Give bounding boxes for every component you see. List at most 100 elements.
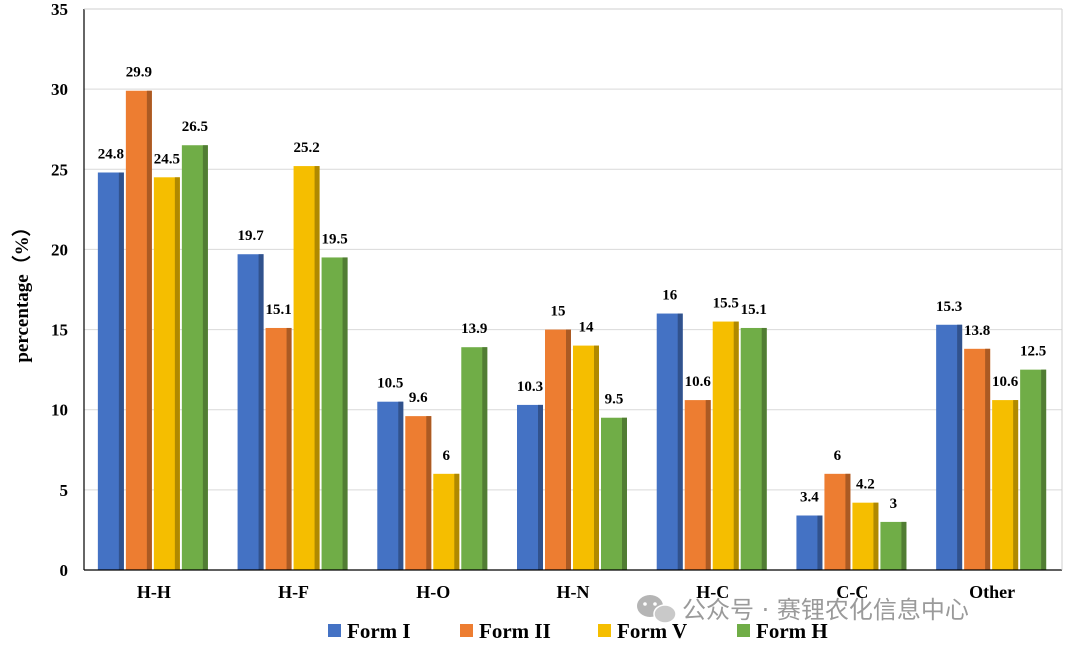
- bar: [684, 400, 711, 570]
- data-label: 4.2: [856, 477, 875, 493]
- data-label: 15.1: [741, 302, 767, 318]
- data-label: 6: [834, 448, 842, 464]
- legend-label: Form V: [617, 619, 687, 643]
- bar-edge: [426, 416, 432, 570]
- bar-edge: [1013, 400, 1019, 570]
- bar: [377, 401, 404, 570]
- bar-edge: [957, 324, 963, 570]
- bar: [740, 327, 767, 570]
- bar-edge: [761, 327, 767, 570]
- x-category-label: C-C: [836, 582, 868, 602]
- legend: Form I Form II Form V Form H: [328, 619, 828, 643]
- legend-item: Form V: [598, 619, 687, 643]
- x-category-label: H-O: [416, 582, 450, 602]
- legend-swatch: [598, 624, 611, 637]
- data-label: 13.8: [964, 323, 990, 339]
- legend-label: Form I: [347, 619, 411, 643]
- bar: [545, 329, 571, 570]
- bar-edge: [622, 417, 627, 570]
- bar: [852, 502, 879, 570]
- bar-edge: [985, 348, 991, 570]
- data-label: 10.5: [377, 376, 403, 392]
- y-tick-label: 10: [51, 401, 68, 420]
- bar-edge: [202, 145, 208, 570]
- bar: [517, 404, 543, 570]
- watermark: 公众号 · 赛锂农化信息中心: [637, 595, 969, 624]
- bar: [293, 166, 320, 570]
- bar: [237, 254, 264, 571]
- watermark-text: 公众号 · 赛锂农化信息中心: [682, 596, 969, 624]
- data-label: 9.5: [605, 392, 624, 408]
- bar: [656, 313, 683, 570]
- bar-edge: [174, 177, 180, 571]
- bar-edge: [1041, 369, 1047, 570]
- legend-label: Form II: [479, 619, 551, 643]
- x-category-label: H-C: [696, 582, 729, 602]
- data-label: 16: [662, 288, 678, 304]
- data-label: 24.8: [98, 146, 124, 162]
- bar-edge: [566, 329, 571, 570]
- data-label: 3: [890, 496, 898, 512]
- wechat-icon: [637, 595, 677, 624]
- x-category-label: H-N: [557, 582, 590, 602]
- bar-edge: [454, 473, 460, 570]
- data-label: 26.5: [182, 119, 208, 135]
- data-label: 15.5: [713, 296, 739, 312]
- bar-edge: [901, 521, 907, 570]
- data-label: 19.7: [237, 228, 264, 244]
- bar: [573, 345, 599, 570]
- legend-item: Form I: [328, 619, 411, 643]
- bar: [433, 473, 460, 570]
- legend-label: Form H: [756, 619, 828, 643]
- bar: [964, 348, 991, 570]
- bar: [601, 417, 627, 570]
- bar: [405, 416, 432, 570]
- data-label: 10.3: [517, 379, 543, 395]
- legend-swatch: [460, 624, 473, 637]
- bar: [712, 321, 739, 570]
- bar: [992, 400, 1019, 570]
- data-label: 15.3: [936, 299, 962, 315]
- y-tick-label: 20: [51, 240, 68, 259]
- bar-edge: [118, 172, 124, 570]
- y-tick-label: 25: [51, 160, 68, 179]
- y-tick-label: 5: [60, 481, 69, 500]
- bar-edge: [398, 401, 404, 570]
- data-label: 3.4: [800, 490, 819, 506]
- data-labels: 24.8 29.9 24.526.5 19.7 15.1 25.2 19.5 10.5 9.6 6…: [98, 65, 1047, 512]
- bar-edge: [733, 321, 739, 570]
- data-label: 6: [443, 448, 451, 464]
- data-label: 29.9: [126, 65, 152, 81]
- data-label: 13.9: [461, 321, 487, 337]
- legend-swatch: [328, 624, 341, 637]
- x-category-label: H-H: [137, 582, 171, 602]
- bar-edge: [146, 90, 152, 570]
- y-tick-label: 35: [51, 0, 68, 19]
- data-label: 12.5: [1020, 344, 1046, 360]
- data-label: 15.1: [265, 302, 291, 318]
- bar: [181, 145, 208, 570]
- bar-edge: [258, 254, 264, 571]
- bar-edge: [677, 313, 683, 570]
- bar-edge: [314, 166, 320, 570]
- bar-edge: [594, 345, 599, 570]
- bar: [97, 172, 124, 570]
- bar-edge: [482, 347, 488, 570]
- data-label: 10.6: [685, 374, 712, 390]
- y-tick-label: 30: [51, 80, 68, 99]
- bar-edge: [873, 502, 879, 570]
- bar: [461, 347, 488, 570]
- bar-edge: [342, 257, 348, 570]
- bar: [824, 473, 851, 570]
- data-label: 25.2: [293, 140, 319, 156]
- y-tick-label: 0: [60, 561, 69, 580]
- data-label: 24.5: [154, 151, 180, 167]
- bar: [125, 90, 152, 570]
- bar-edge: [705, 400, 711, 570]
- bar: [265, 327, 292, 570]
- data-label: 15: [551, 304, 566, 320]
- data-label: 9.6: [409, 390, 428, 406]
- bar: [1020, 369, 1047, 570]
- bar: [796, 515, 823, 570]
